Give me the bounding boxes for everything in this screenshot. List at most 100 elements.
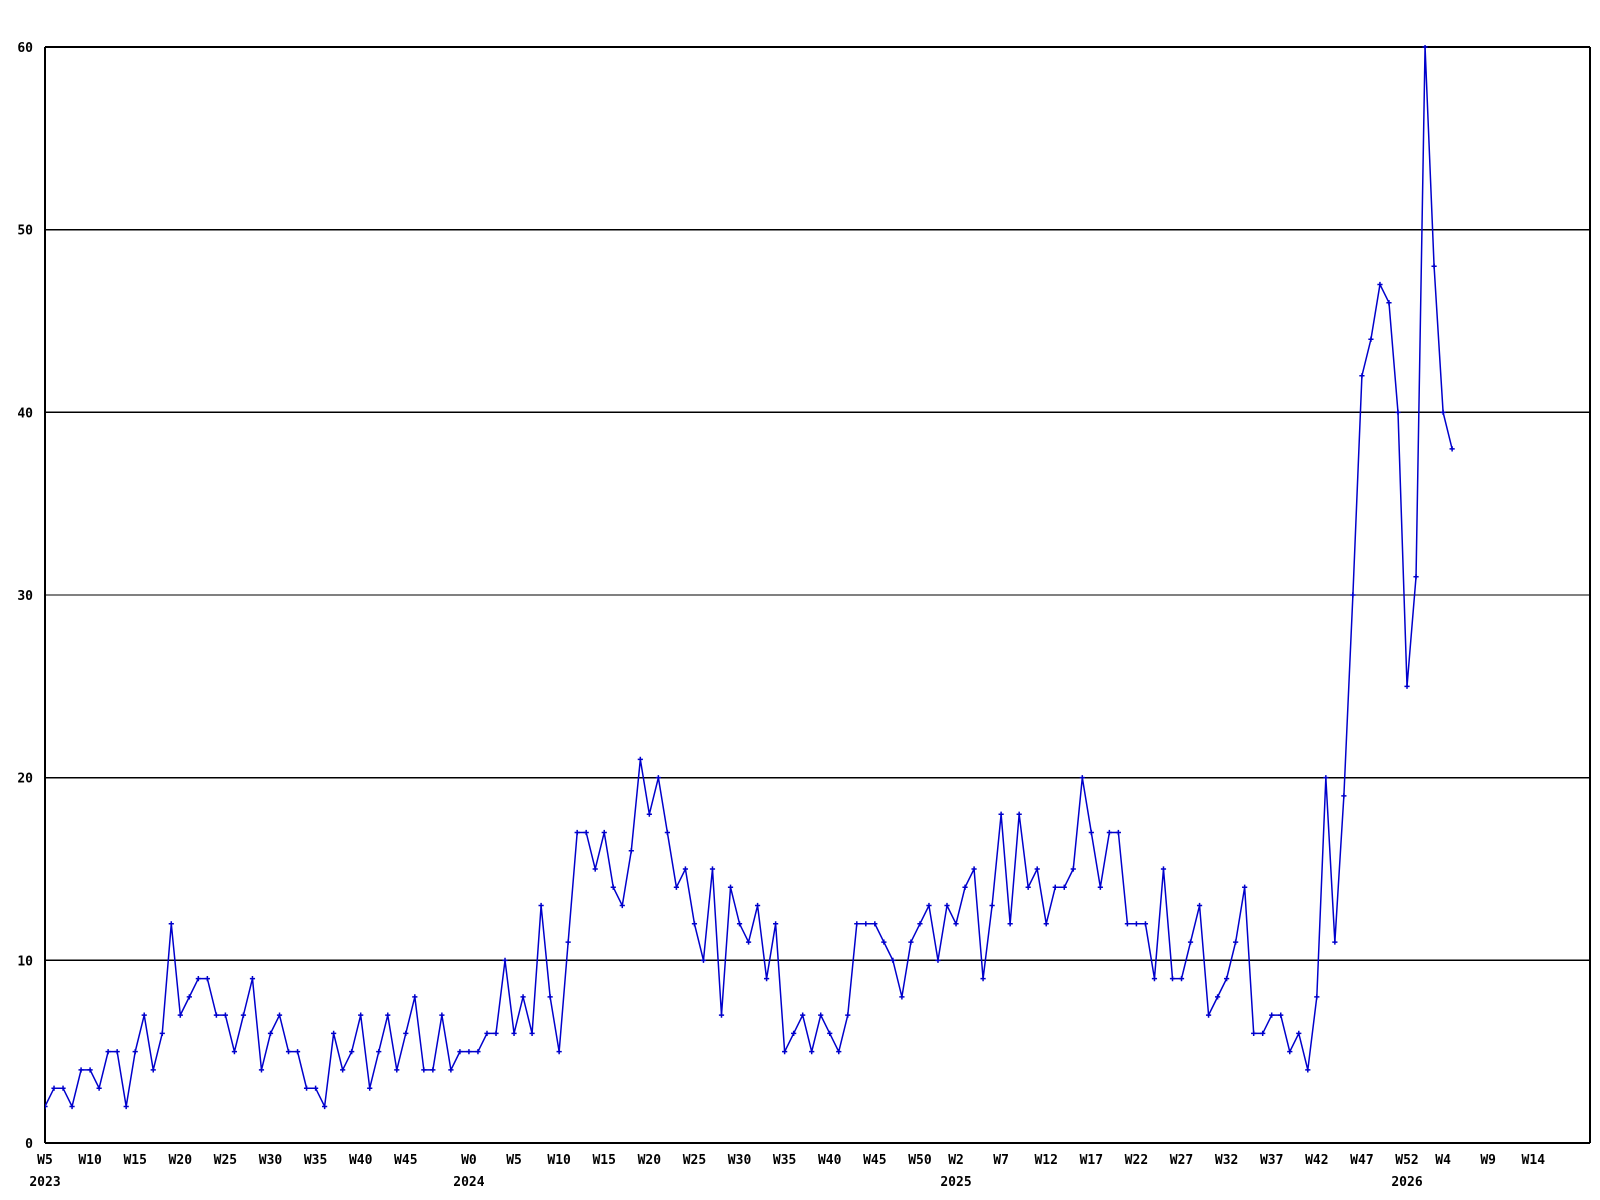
data-point-marker (267, 1030, 274, 1036)
x-tick-label-27: W37 (1260, 1153, 1283, 1168)
data-point-marker (394, 1067, 400, 1073)
x-tick-label-26: W32 (1215, 1153, 1238, 1168)
data-point-marker (249, 976, 256, 982)
data-point-marker (475, 1049, 481, 1055)
data-point-marker (682, 866, 689, 872)
series-group (45, 45, 1455, 1110)
data-point-marker (1404, 683, 1410, 689)
data-point-marker (971, 866, 977, 872)
x-tick-label-22: W12 (1034, 1153, 1057, 1168)
data-point-marker (105, 1049, 111, 1055)
data-point-marker (520, 994, 526, 1000)
data-point-marker (908, 939, 914, 945)
data-point-marker (1269, 1012, 1275, 1018)
x-tick-label-10: W5 (506, 1153, 522, 1168)
data-point-marker (773, 921, 779, 927)
data-point-marker (87, 1067, 93, 1073)
data-point-marker (583, 829, 589, 836)
data-point-marker (1061, 884, 1067, 890)
data-point-marker (646, 811, 652, 817)
data-point-marker (998, 811, 1004, 817)
data-point-marker (231, 1049, 238, 1055)
x-tick-label-32: W9 (1480, 1153, 1496, 1168)
x-tick-label-1: W10 (78, 1153, 102, 1168)
x-tick-label-13: W20 (638, 1153, 662, 1168)
data-point-marker (592, 866, 598, 872)
data-point-marker (574, 829, 580, 836)
data-point-marker (1151, 976, 1158, 982)
data-point-marker (457, 1049, 463, 1055)
data-point-marker (989, 902, 995, 909)
x-tick-label-28: W42 (1305, 1153, 1328, 1168)
data-point-marker (1124, 921, 1130, 927)
data-point-marker (637, 756, 643, 762)
data-point-marker (1440, 409, 1446, 415)
data-point-marker (1314, 994, 1320, 1000)
data-point-marker (1296, 1030, 1302, 1036)
data-point-marker (628, 848, 634, 854)
data-point-marker (150, 1067, 156, 1073)
x-tick-label-25: W27 (1170, 1153, 1193, 1168)
data-point-marker (854, 921, 860, 927)
data-point-marker (1160, 866, 1167, 872)
data-point-marker (403, 1030, 409, 1036)
x-tick-label-4: W25 (214, 1153, 237, 1168)
data-point-marker (240, 1012, 247, 1018)
data-point-marker (493, 1030, 499, 1036)
data-point-marker (195, 976, 201, 982)
data-point-marker (1287, 1049, 1293, 1055)
data-point-marker (1215, 994, 1221, 1000)
data-point-marker (1142, 921, 1149, 927)
data-point-marker (1422, 45, 1428, 50)
x-tick-label-23: W17 (1080, 1153, 1103, 1168)
data-point-marker (1070, 866, 1076, 872)
data-point-marker (1106, 829, 1112, 836)
data-point-marker (285, 1049, 292, 1055)
series-line-0 (45, 46, 1453, 1110)
data-point-marker (673, 884, 679, 890)
x-tick-label-11: W10 (547, 1153, 571, 1168)
data-point-marker (1449, 446, 1455, 452)
data-point-marker (466, 1049, 472, 1055)
y-tick-label-0: 0 (25, 1137, 33, 1152)
data-point-marker (385, 1012, 391, 1018)
data-point-marker (1224, 976, 1230, 982)
data-point-marker (258, 1067, 265, 1073)
data-point-marker (827, 1030, 833, 1036)
data-point-marker (60, 1085, 66, 1091)
data-point-marker (51, 1085, 57, 1091)
x-tick-label-7: W40 (349, 1153, 373, 1168)
data-point-marker (1350, 592, 1356, 598)
x-tick-label-18: W45 (863, 1153, 886, 1168)
x-tick-label-14: W25 (683, 1153, 706, 1168)
data-point-marker (1052, 884, 1058, 890)
data-point-marker (809, 1049, 815, 1055)
data-point-marker (159, 1030, 165, 1036)
data-point-marker (655, 775, 661, 781)
data-point-marker (331, 1030, 337, 1036)
data-point-marker (222, 1012, 228, 1018)
data-point-marker (691, 921, 698, 927)
x-tick-label-24: W22 (1125, 1153, 1148, 1168)
data-point-marker (881, 939, 887, 945)
data-point-marker (1332, 939, 1338, 945)
data-point-marker (1187, 939, 1194, 945)
data-point-marker (1079, 775, 1085, 781)
data-point-marker (1034, 866, 1040, 872)
data-point-marker (800, 1012, 806, 1018)
data-point-marker (1377, 281, 1383, 288)
y-tick-label-20: 20 (17, 772, 33, 787)
x-tick-label-0: W5 (37, 1153, 53, 1168)
x-tick-label-29: W47 (1350, 1153, 1373, 1168)
y-tick-label-10: 10 (17, 954, 33, 969)
data-point-marker (610, 884, 616, 890)
data-point-marker (565, 939, 571, 945)
x-year-label-1: 2024 (453, 1175, 484, 1190)
data-point-marker (863, 921, 869, 927)
data-point-marker (1233, 939, 1239, 945)
data-point-marker (926, 902, 932, 909)
data-point-marker (709, 866, 716, 872)
data-point-marker (727, 884, 734, 890)
data-point-marker (818, 1012, 824, 1018)
